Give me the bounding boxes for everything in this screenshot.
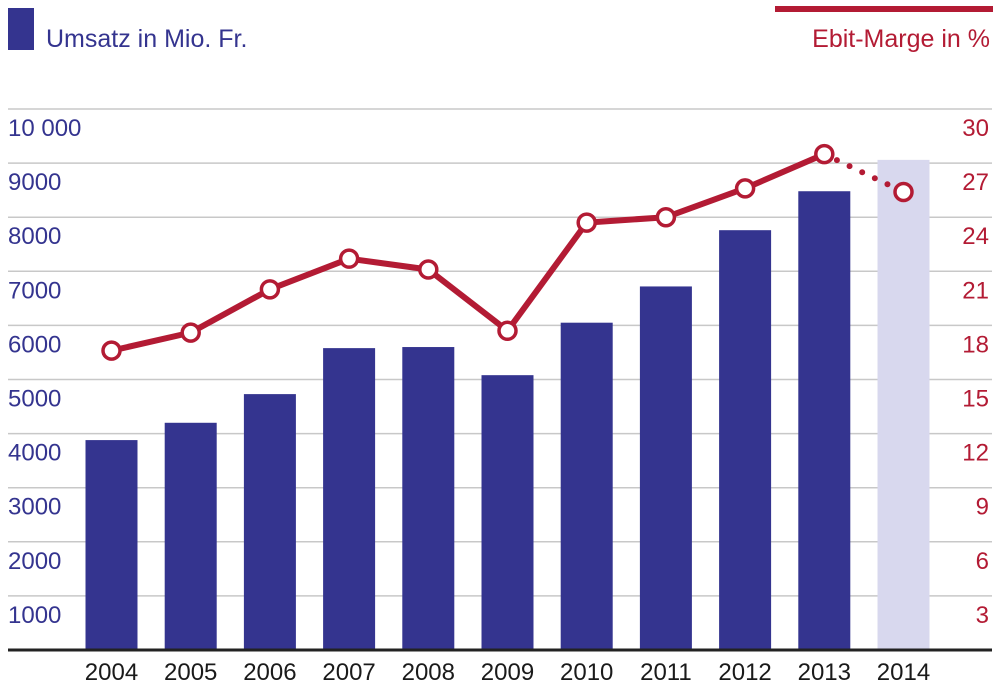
x-tick-label: 2014 [877,659,930,686]
legend-line-label: Ebit-Marge in % [812,25,990,53]
legend-bar-label: Umsatz in Mio. Fr. [46,25,247,53]
bar-2004 [85,440,138,650]
right-tick-label: 6 [976,548,989,575]
left-tick-label: 8000 [8,223,61,250]
ebit-point-2014 [893,181,914,203]
left-tick-label: 6000 [8,331,61,358]
x-tick-label: 2010 [560,659,613,686]
right-tick-label: 30 [962,115,989,142]
left-tick-label: 1000 [8,602,61,629]
bar-2006 [243,394,296,650]
ebit-line-solid [108,151,828,354]
ebit-point-2004 [101,340,122,361]
bar-2011 [639,286,692,650]
legend: Umsatz in Mio. Fr. Ebit-Marge in % [8,6,993,53]
left-tick-label: 7000 [8,277,61,304]
ebit-point-2013 [814,143,835,165]
left-tick-label: 3000 [8,494,61,521]
left-tick-label: 10 000 [8,115,81,142]
bar-2008 [402,347,455,650]
x-tick-label: 2013 [798,659,851,686]
right-tick-label: 3 [976,602,989,629]
right-tick-label: 18 [962,331,989,358]
x-tick-label: 2008 [402,659,455,686]
x-tick-label: 2009 [481,659,534,686]
ebit-point-2012 [734,178,756,199]
right-tick-label: 9 [976,494,989,521]
bar-2010 [560,322,613,650]
x-axis-ticks: 2004 2005 2006 2007 2008 2009 2010 2011 2012 2013… [85,659,930,686]
x-tick-label: 2006 [243,659,296,686]
ebit-line-projected [821,151,907,195]
bar-2009 [481,375,534,650]
bar-2005 [164,422,217,650]
x-tick-label: 2005 [164,659,217,686]
right-tick-label: 12 [962,440,989,467]
right-axis-ticks: 3 6 9 12 15 18 21 24 27 30 [962,115,989,629]
ebit-point-2011 [655,206,677,228]
bars [85,159,930,650]
ebit-point-2006 [259,279,281,300]
ebit-point-2008 [418,259,439,280]
right-tick-label: 27 [962,169,989,196]
right-tick-label: 15 [962,386,989,413]
legend-line-swatch [775,6,993,12]
ebit-point-2009 [497,320,518,342]
right-tick-label: 24 [962,223,989,250]
ebit-point-2005 [180,322,201,343]
left-tick-label: 9000 [8,169,61,196]
left-tick-label: 2000 [8,548,61,575]
bar-2013 [798,191,851,650]
x-tick-label: 2007 [322,659,375,686]
ebit-point-2010 [576,212,597,233]
x-tick-label: 2012 [718,659,771,686]
ebit-point-2007 [338,248,360,269]
legend-bar-swatch [8,8,34,50]
bar-2014 [877,159,930,650]
left-axis-ticks: 1000 2000 3000 4000 5000 6000 7000 8000 9000 10 0… [8,115,81,629]
x-tick-label: 2004 [85,659,138,686]
bar-2012 [719,230,772,650]
bar-2007 [323,348,376,650]
left-tick-label: 4000 [8,440,61,467]
x-tick-label: 2011 [640,659,692,686]
right-tick-label: 21 [962,277,989,304]
ebit-line [101,143,914,361]
left-tick-label: 5000 [8,386,61,413]
